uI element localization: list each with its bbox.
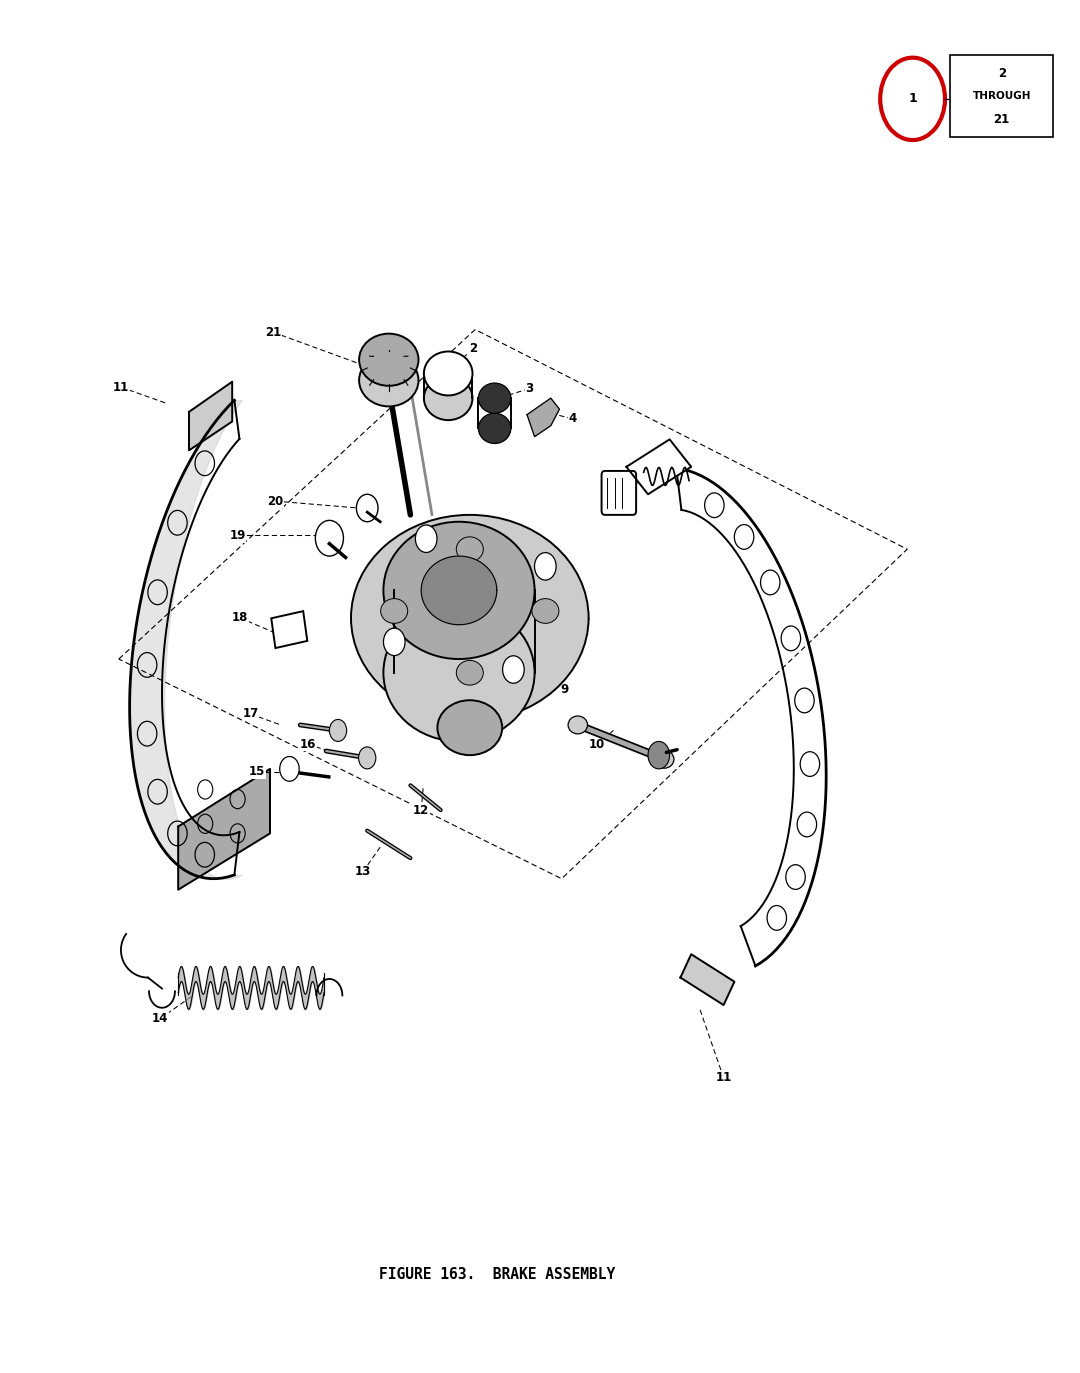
Circle shape	[315, 520, 343, 556]
Text: 5: 5	[667, 460, 676, 474]
Text: 2: 2	[998, 66, 1005, 80]
Text: 11: 11	[112, 380, 130, 394]
Circle shape	[416, 524, 437, 552]
Text: 2: 2	[469, 342, 477, 356]
Text: 18: 18	[231, 611, 248, 625]
Ellipse shape	[531, 599, 559, 623]
Circle shape	[329, 719, 347, 741]
Text: 21: 21	[265, 325, 282, 339]
Text: 12: 12	[413, 803, 430, 817]
Text: THROUGH: THROUGH	[972, 91, 1031, 102]
Ellipse shape	[359, 354, 419, 406]
Polygon shape	[421, 556, 497, 625]
Text: 13: 13	[354, 865, 372, 879]
Polygon shape	[189, 382, 232, 450]
Text: 19: 19	[229, 529, 246, 542]
Text: 16: 16	[299, 737, 316, 751]
Bar	[950, 55, 1053, 137]
Text: 3: 3	[525, 382, 534, 395]
Circle shape	[356, 494, 378, 522]
Ellipse shape	[359, 334, 419, 386]
Ellipse shape	[383, 604, 535, 741]
Circle shape	[359, 747, 376, 769]
Text: 8: 8	[581, 611, 590, 625]
Text: 17: 17	[242, 707, 259, 721]
Ellipse shape	[654, 751, 674, 769]
Text: 4: 4	[568, 412, 577, 426]
Text: 10: 10	[589, 737, 606, 751]
Text: FIGURE 163.  BRAKE ASSEMBLY: FIGURE 163. BRAKE ASSEMBLY	[379, 1267, 615, 1281]
Ellipse shape	[478, 383, 511, 413]
Circle shape	[280, 757, 299, 781]
Circle shape	[648, 741, 670, 769]
Polygon shape	[626, 439, 691, 494]
Ellipse shape	[423, 351, 473, 395]
Text: 20: 20	[267, 494, 284, 508]
Text: 1: 1	[908, 92, 917, 106]
Ellipse shape	[351, 515, 589, 721]
Bar	[271, 611, 308, 648]
Ellipse shape	[423, 376, 473, 420]
Text: 9: 9	[561, 682, 569, 696]
Ellipse shape	[457, 537, 484, 562]
Ellipse shape	[380, 599, 408, 623]
Text: 7: 7	[501, 563, 510, 577]
Text: 6: 6	[444, 518, 453, 531]
Ellipse shape	[478, 413, 511, 443]
Text: 14: 14	[151, 1012, 168, 1026]
Text: 11: 11	[715, 1071, 732, 1085]
Ellipse shape	[568, 717, 588, 733]
Circle shape	[502, 656, 524, 684]
Circle shape	[383, 627, 405, 655]
Ellipse shape	[457, 660, 484, 685]
Circle shape	[535, 552, 556, 579]
Polygon shape	[527, 398, 559, 437]
Text: 21: 21	[994, 113, 1010, 126]
Polygon shape	[680, 954, 734, 1005]
Ellipse shape	[383, 522, 535, 659]
FancyBboxPatch shape	[602, 471, 636, 515]
Polygon shape	[178, 769, 270, 890]
Ellipse shape	[437, 700, 502, 755]
Text: 15: 15	[248, 765, 266, 778]
